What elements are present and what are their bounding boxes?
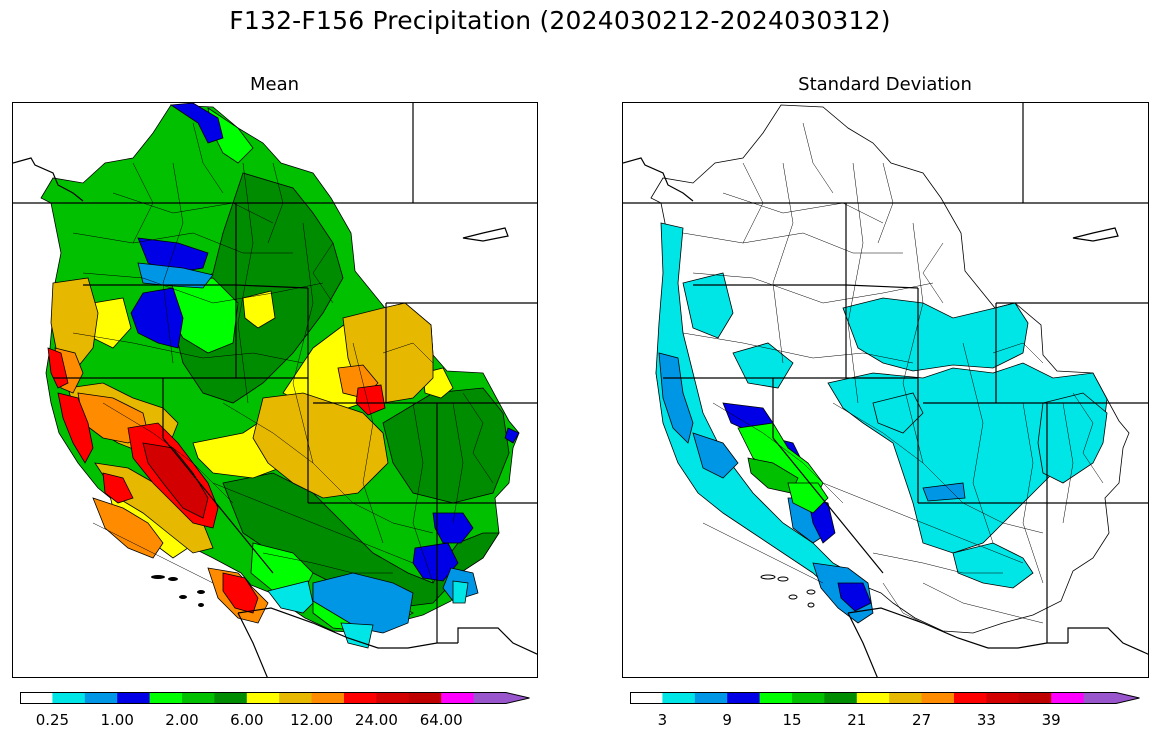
basin-region: [50, 277, 99, 374]
colorbar-segment: [246, 692, 280, 704]
basin-region: [92, 497, 164, 559]
basin-region: [267, 580, 314, 614]
colorbar-segment: [856, 692, 890, 704]
basin-region: [252, 392, 389, 499]
channel-islands: [151, 575, 205, 607]
colorbar-segment: [759, 692, 793, 704]
std-map: [623, 103, 1148, 677]
basin-region: [1037, 392, 1108, 484]
colorbar-segment: [954, 692, 987, 704]
colorbar-tick-label: 2.00: [165, 711, 199, 729]
colorbar-segment: [344, 692, 377, 704]
basin-lines: [682, 122, 1104, 624]
colorbar-segment: [630, 692, 663, 704]
colorbar-tick-label: 33: [976, 711, 996, 729]
colorbar-segment: [662, 692, 696, 704]
basin-region: [692, 432, 739, 479]
colorbar-segment: [182, 692, 215, 704]
std-political-boundaries: [623, 103, 1148, 677]
colorbar-tick-label: 1.00: [100, 711, 134, 729]
colorbar-segment: [792, 692, 825, 704]
colorbar-tick-label: 15: [782, 711, 802, 729]
basin-region: [355, 384, 386, 416]
colorbar-segment: [694, 692, 728, 704]
mean-map-panel: [12, 102, 538, 678]
basin-region: [137, 237, 209, 274]
colorbar-tick-label: 12.00: [290, 711, 334, 729]
std-basins: [650, 104, 1130, 634]
basin-region: [340, 622, 374, 649]
std-panel-title: Standard Deviation: [798, 74, 972, 95]
colorbar-segment: [279, 692, 313, 704]
colorbar-outline: [20, 692, 530, 704]
colorbar-segment: [986, 692, 1020, 704]
colorbar-segment: [824, 692, 858, 704]
figure-title: F132-F156 Precipitation (2024030212-2024…: [229, 6, 891, 35]
mean-panel-title: Mean: [249, 74, 300, 95]
basin-region: [682, 272, 734, 339]
colorbar-segment: [727, 692, 761, 704]
basin-region: [650, 104, 1130, 634]
mean-colorbar: [20, 689, 530, 704]
colorbar-segment: [376, 692, 410, 704]
colorbar-segment: [921, 692, 955, 704]
basin-region: [142, 442, 209, 519]
basin-region: [137, 262, 214, 289]
basin-region: [452, 580, 469, 604]
colorbar-segment: [1018, 692, 1052, 704]
mean-political-boundaries: [13, 103, 537, 677]
colorbar-tick-label: 64.00: [419, 711, 463, 729]
colorbar-extend-arrow: [1083, 692, 1140, 704]
std-colorbar: [630, 689, 1140, 704]
mean-colorbar-svg: [20, 692, 530, 704]
std-map-panel: [622, 102, 1149, 678]
basin-region: [222, 572, 259, 614]
colorbar-segment: [149, 692, 183, 704]
std-colorbar-svg: [630, 692, 1140, 704]
basin-region: [658, 352, 694, 444]
basin-region: [102, 472, 134, 504]
colorbar-tick-label: 0.25: [35, 711, 70, 729]
colorbar-tick-label: 27: [912, 711, 932, 729]
colorbar-segment: [441, 692, 475, 704]
basin-region: [787, 482, 829, 514]
colorbar-tick-label: 39: [1041, 711, 1061, 729]
colorbar-segment: [1051, 692, 1085, 704]
colorbar-tick-label: 21: [847, 711, 867, 729]
basin-region: [130, 287, 184, 349]
colorbar-segment: [311, 692, 345, 704]
basin-region: [242, 290, 276, 329]
basin-region: [382, 387, 510, 504]
basin-region: [432, 512, 474, 544]
colorbar-segment: [214, 692, 248, 704]
basin-region: [312, 572, 414, 634]
colorbar-tick-label: 6.00: [230, 711, 264, 729]
colorbar-outline: [630, 692, 1140, 704]
colorbar-segment: [117, 692, 151, 704]
colorbar-segment: [408, 692, 442, 704]
mean-map: [13, 103, 537, 677]
basin-region: [837, 582, 872, 612]
basin-region: [922, 482, 966, 502]
colorbar-segment: [889, 692, 923, 704]
colorbar-tick-label: 3: [657, 711, 668, 729]
colorbar-segment: [84, 692, 118, 704]
basin-region: [222, 472, 500, 609]
mean-basins: [40, 103, 520, 649]
colorbar-segment: [20, 692, 53, 704]
colorbar-tick-label: 24.00: [354, 711, 398, 729]
basin-region: [169, 103, 224, 144]
basin-region: [57, 392, 94, 464]
colorbar-segment: [52, 692, 86, 704]
colorbar-tick-label: 9: [722, 711, 732, 729]
basin-region: [952, 542, 1034, 589]
basin-region: [842, 297, 1029, 372]
colorbar-extend-arrow: [473, 692, 530, 704]
basin-region: [504, 427, 520, 444]
channel-islands: [760, 574, 816, 608]
